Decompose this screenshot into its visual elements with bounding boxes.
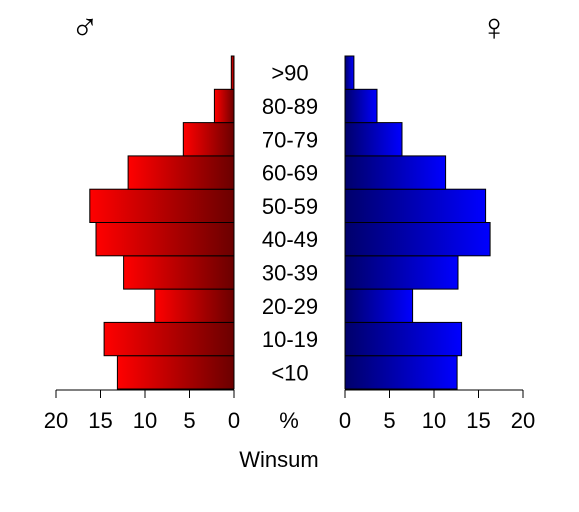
- age-labels: <10 10-19 20-29 30-39 40-49 50-59 60-69 70-79 80…: [262, 61, 318, 386]
- female-symbol: ♀: [480, 7, 509, 49]
- male-tick-label-1: 5: [183, 408, 195, 433]
- male-bar-0: [116, 355, 235, 390]
- age-label-0: <10: [271, 360, 308, 385]
- female-tick-label-3: 15: [466, 408, 490, 433]
- age-label-5: 50-59: [262, 194, 318, 219]
- female-bar-0: [344, 355, 458, 390]
- male-bar-3: [123, 255, 235, 290]
- female-bar-4: [344, 222, 491, 257]
- female-bars: [344, 55, 491, 390]
- male-bar-6: [127, 155, 235, 190]
- female-bar-8: [344, 88, 378, 124]
- male-bar-9: [230, 55, 235, 90]
- male-bars: [89, 55, 235, 390]
- male-bar-1: [103, 321, 235, 357]
- male-symbol: ♂: [71, 7, 100, 49]
- male-axis: 0 5 10 15 20: [44, 389, 240, 433]
- male-bar-5: [89, 188, 235, 223]
- age-label-6: 60-69: [262, 161, 318, 186]
- age-label-1: 10-19: [262, 327, 318, 352]
- female-bar-1: [344, 321, 463, 357]
- female-bar-6: [344, 155, 447, 190]
- male-bar-2: [154, 288, 235, 323]
- female-bar-2: [344, 288, 414, 323]
- female-axis: 0 5 10 15 20: [339, 389, 535, 433]
- female-tick-label-4: 20: [511, 408, 535, 433]
- female-bar-3: [344, 255, 459, 290]
- female-bar-5: [344, 188, 487, 223]
- percent-label: %: [279, 408, 299, 433]
- male-tick-label-2: 10: [133, 408, 157, 433]
- age-label-3: 30-39: [262, 260, 318, 285]
- male-bar-7: [182, 122, 235, 157]
- x-axis-label: Winsum: [239, 447, 318, 472]
- age-label-2: 20-29: [262, 294, 318, 319]
- female-tick-label-1: 5: [383, 408, 395, 433]
- age-label-7: 70-79: [262, 127, 318, 152]
- female-tick-label-0: 0: [339, 408, 351, 433]
- male-bar-8: [213, 88, 235, 124]
- age-label-4: 40-49: [262, 227, 318, 252]
- male-bar-4: [95, 222, 235, 257]
- female-tick-label-2: 10: [422, 408, 446, 433]
- male-tick-label-3: 15: [88, 408, 112, 433]
- male-tick-label-4: 20: [44, 408, 68, 433]
- male-tick-label-0: 0: [228, 408, 240, 433]
- age-label-9: >90: [271, 61, 308, 86]
- age-label-8: 80-89: [262, 94, 318, 119]
- female-bar-9: [344, 55, 355, 90]
- female-bar-7: [344, 122, 403, 157]
